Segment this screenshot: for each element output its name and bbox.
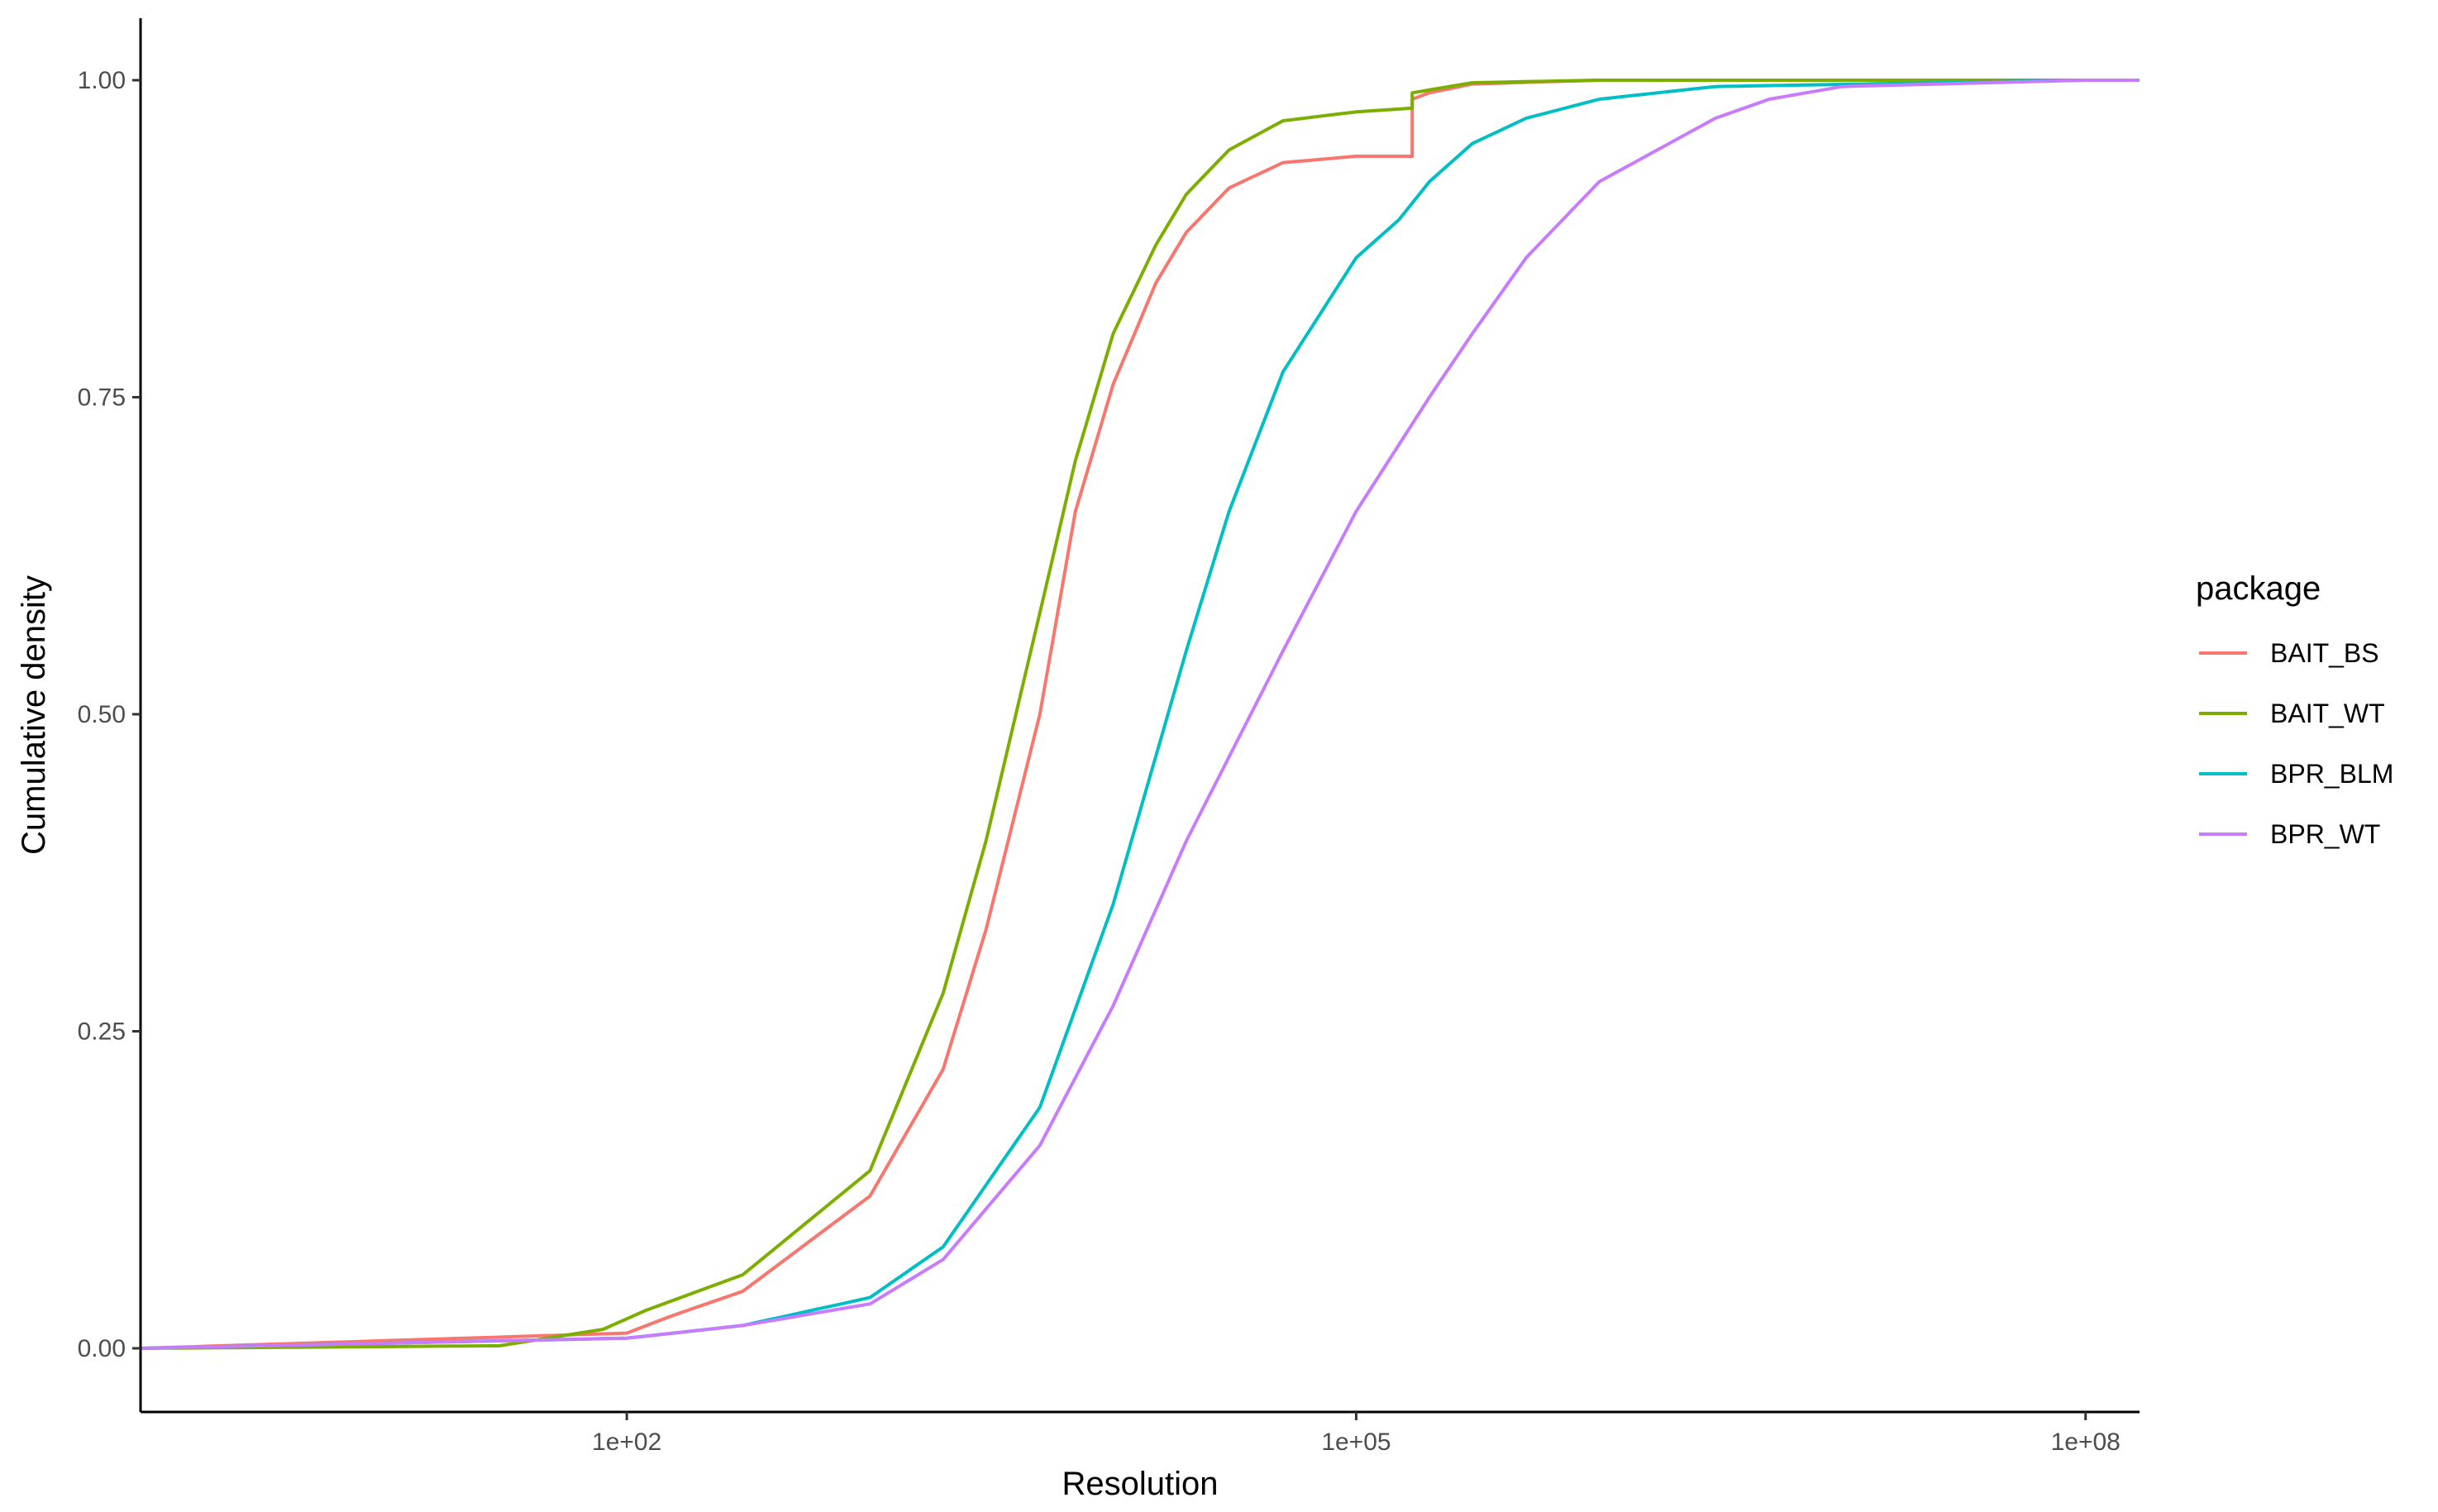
y-axis-ticks: 0.00 0.25 0.50 0.75 1.00 <box>78 67 141 1362</box>
series-lines <box>140 79 2140 1350</box>
x-axis-ticks: 1e+02 1e+05 1e+08 <box>592 1412 2121 1456</box>
series-line-bait-wt <box>140 79 2140 1350</box>
x-tick-label: 1e+05 <box>1321 1429 1391 1456</box>
x-tick-label: 1e+02 <box>592 1429 661 1456</box>
legend-title: package <box>2196 570 2321 607</box>
x-axis-title: Resolution <box>1062 1466 1218 1502</box>
y-tick-label: 0.25 <box>78 1018 126 1046</box>
legend: package BAIT_BS BAIT_WT BPR_BLM BPR_WT <box>2196 570 2393 849</box>
plot-area: 0.00 0.25 0.50 0.75 1.00 1e+02 1e+05 1e+08 <box>78 18 2140 1456</box>
y-tick-label: 1.00 <box>78 67 126 94</box>
series-line-bait-bs <box>140 79 2140 1350</box>
x-tick-label: 1e+08 <box>2051 1429 2121 1456</box>
series-line-bpr-blm <box>140 79 2140 1350</box>
legend-label: BPR_BLM <box>2270 759 2393 789</box>
legend-label: BAIT_BS <box>2270 638 2379 668</box>
legend-label: BAIT_WT <box>2270 699 2385 728</box>
y-tick-label: 0.50 <box>78 701 126 728</box>
y-tick-label: 0.75 <box>78 384 126 412</box>
series-line-bpr-wt <box>140 79 2140 1350</box>
legend-label: BPR_WT <box>2270 819 2380 849</box>
y-tick-label: 0.00 <box>78 1335 126 1362</box>
legend-items: BAIT_BS BAIT_WT BPR_BLM BPR_WT <box>2199 638 2393 849</box>
y-axis-title: Cumulative density <box>16 575 52 855</box>
